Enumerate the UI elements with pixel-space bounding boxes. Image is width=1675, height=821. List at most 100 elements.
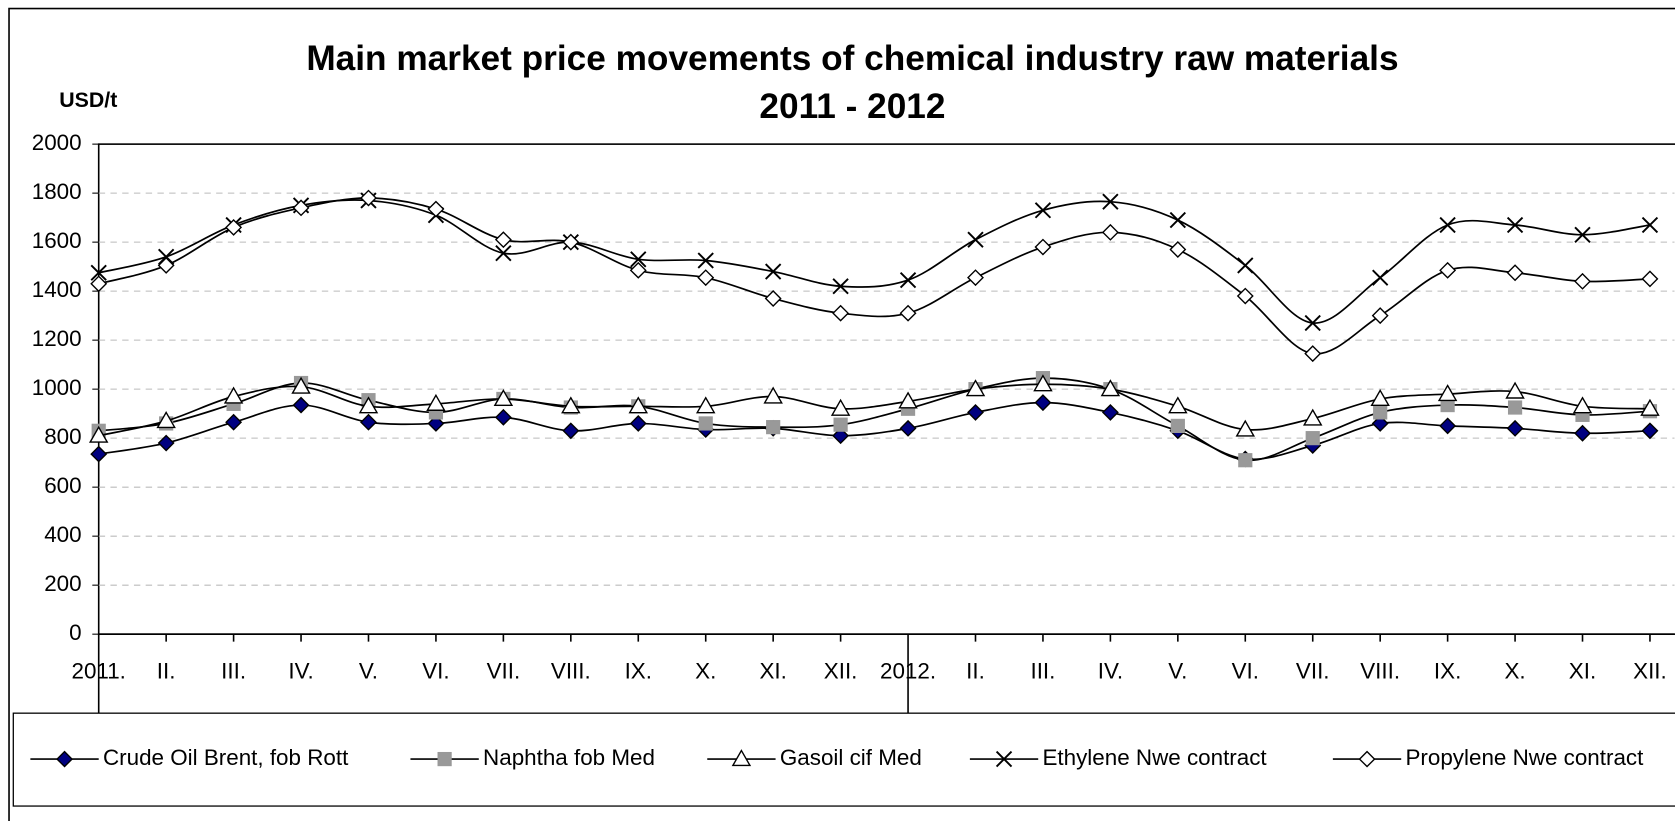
- marker: [358, 396, 379, 414]
- marker: [562, 233, 580, 251]
- marker: [426, 393, 446, 411]
- y-tick-label: 200: [44, 571, 81, 596]
- marker: [1169, 211, 1186, 229]
- marker: [225, 413, 243, 431]
- marker: [630, 251, 647, 268]
- marker: [833, 417, 848, 432]
- x-tick-label: XII.: [1633, 659, 1667, 684]
- marker: [1574, 272, 1591, 290]
- marker: [90, 275, 108, 293]
- marker: [1236, 287, 1254, 305]
- chart-subtitle: 2011 - 2012: [759, 87, 945, 126]
- marker: [965, 379, 986, 397]
- marker: [1371, 307, 1389, 325]
- legend-marker: [56, 750, 73, 768]
- x-tick-label: XI.: [759, 659, 786, 684]
- marker: [697, 252, 714, 269]
- marker: [1505, 381, 1525, 399]
- x-tick-label: IX.: [1434, 659, 1461, 684]
- marker: [1373, 405, 1388, 420]
- marker: [1506, 419, 1524, 437]
- y-tick-label: 2000: [32, 130, 82, 155]
- series-line: [98, 383, 1650, 437]
- x-tick-label: VII.: [487, 659, 521, 684]
- marker: [628, 396, 649, 414]
- legend-item: Propylene Nwe contract: [1332, 745, 1644, 770]
- x-tick-label: X.: [695, 659, 716, 684]
- marker: [695, 396, 716, 414]
- marker: [1439, 417, 1457, 435]
- marker: [764, 290, 782, 307]
- marker: [899, 419, 917, 437]
- legend-marker: [995, 750, 1013, 768]
- chart-title: Main market price movements of chemical …: [306, 39, 1398, 78]
- marker: [292, 199, 310, 217]
- marker: [1641, 216, 1659, 234]
- marker: [1641, 270, 1659, 288]
- x-tick-label: VI.: [422, 659, 449, 684]
- marker: [1102, 193, 1119, 210]
- x-tick-label: II.: [157, 659, 176, 684]
- marker: [292, 396, 310, 414]
- marker: [832, 427, 850, 445]
- marker: [1437, 384, 1458, 402]
- marker: [1439, 216, 1456, 234]
- marker: [495, 245, 512, 262]
- marker: [629, 261, 647, 279]
- marker: [1506, 264, 1524, 282]
- marker: [225, 218, 243, 236]
- marker: [1641, 422, 1659, 440]
- x-tick-label: V.: [1168, 659, 1187, 684]
- x-tick-label: VIII.: [1360, 659, 1400, 684]
- marker: [1304, 314, 1321, 332]
- marker: [1101, 223, 1119, 241]
- legend-label: Gasoil cif Med: [780, 745, 922, 770]
- marker: [1237, 257, 1254, 274]
- marker: [832, 304, 850, 322]
- y-tick-label: 800: [44, 424, 81, 449]
- marker: [562, 422, 580, 440]
- y-tick-label: 1600: [32, 228, 82, 253]
- x-tick-label: XI.: [1569, 659, 1596, 684]
- marker: [1371, 414, 1389, 432]
- marker: [157, 248, 175, 265]
- marker: [1439, 261, 1457, 279]
- y-tick-label: 400: [44, 522, 81, 547]
- marker: [1034, 238, 1052, 256]
- x-tick-label: XII.: [824, 659, 858, 684]
- marker: [1100, 379, 1121, 397]
- marker: [1034, 394, 1052, 412]
- legend-marker: [1358, 750, 1376, 768]
- marker: [427, 200, 445, 218]
- x-tick-label: III.: [221, 659, 246, 684]
- x-tick-label: 2011.: [71, 659, 125, 684]
- marker: [830, 398, 851, 416]
- legend-label: Ethylene Nwe contract: [1042, 745, 1267, 770]
- marker: [1574, 424, 1591, 442]
- marker: [1235, 419, 1256, 437]
- marker: [1572, 396, 1593, 414]
- legend-item: Ethylene Nwe contract: [969, 745, 1267, 770]
- marker: [494, 231, 512, 249]
- marker: [493, 389, 514, 407]
- marker: [90, 445, 108, 463]
- marker: [1574, 226, 1591, 243]
- marker: [360, 189, 377, 207]
- x-tick-label: II.: [966, 659, 985, 684]
- marker: [832, 278, 849, 295]
- legend-marker: [437, 751, 452, 767]
- marker: [1506, 216, 1524, 234]
- x-tick-label: VI.: [1232, 659, 1259, 684]
- x-tick-label: 2012.: [880, 659, 936, 684]
- marker: [1304, 345, 1322, 363]
- marker: [1302, 408, 1323, 426]
- x-tick-label: VII.: [1296, 659, 1330, 684]
- x-tick-label: IV.: [288, 659, 313, 684]
- marker: [899, 271, 917, 289]
- legend-label: Propylene Nwe contract: [1405, 745, 1644, 770]
- marker: [1372, 269, 1389, 286]
- marker: [1238, 453, 1253, 468]
- x-tick-label: X.: [1504, 659, 1525, 684]
- marker: [561, 396, 581, 414]
